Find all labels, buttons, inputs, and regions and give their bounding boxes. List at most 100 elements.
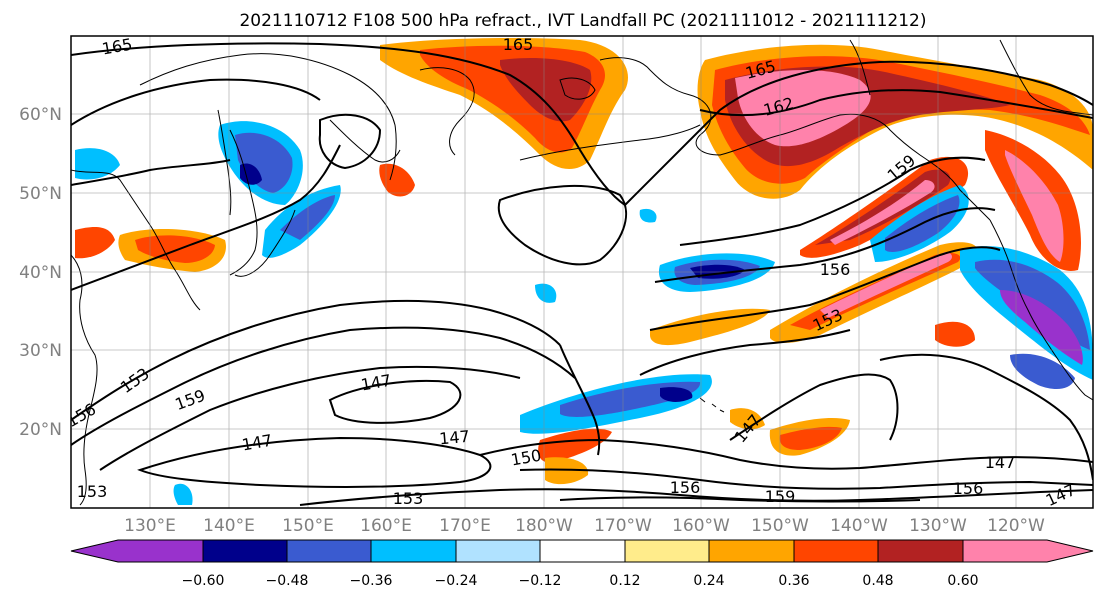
contour-147-low [137,436,492,488]
shade-subtrop-2 [538,428,612,463]
lat-tick-label: 40°N [19,263,62,283]
contour-label: 147 [985,453,1016,472]
colorbar-segment [625,540,709,562]
shade-pnw-2 [1005,150,1064,262]
lat-tick-labels: 60°N 50°N 40°N 30°N 20°N [19,105,62,440]
lat-tick-label: 60°N [19,105,62,125]
colorbar-tick-label: −0.60 [182,573,225,589]
contour-west-2 [71,144,341,291]
lon-tick-label: 150°W [751,516,809,536]
lon-tick-label: 140°E [203,516,255,536]
contour-147-closed [328,379,462,424]
contour-label: 147 [438,427,470,449]
contour-west-3 [71,78,321,126]
colorbar-segment [71,540,203,562]
colorbar-segment [371,540,456,562]
colorbar-tick-label: −0.36 [350,573,393,589]
colorbar-tick-label: 0.12 [609,573,640,589]
contour-153-south [299,488,1093,506]
contour-label: 165 [503,35,534,54]
shade-west-blue-2 [235,132,293,193]
contour-147-east [879,353,1093,481]
gridlines [71,36,1093,508]
contour-lines [71,42,1093,506]
shade-gulf-alaska-4 [735,70,871,147]
shade-small-blue-2 [639,208,657,223]
colorbar-tick-label: −0.12 [519,573,562,589]
colorbar-segment [540,540,625,562]
lon-tick-label: 120°W [987,516,1045,536]
contour-153-band [649,246,1001,331]
contour-label: 165 [100,35,133,59]
lon-tick-label: 160°E [360,516,412,536]
contour-156-ne [654,207,996,283]
contour-closed-2 [318,113,382,170]
coast-aleutians [519,124,701,161]
lon-tick-labels: 130°E 140°E 150°E 160°E 170°E 180°W 170°… [124,516,1045,536]
colorbar-segment [203,540,287,562]
contour-closed-1 [497,184,628,266]
contour-center-1 [559,344,601,456]
coast-chukotka [419,67,475,156]
colorbar-ticks: −0.60 −0.48 −0.36 −0.24 −0.12 0.12 0.24 … [182,573,979,589]
colorbar-segment [709,540,794,562]
shade-subtrop-blue-3 [660,387,693,402]
colorbar-tick-label: 0.60 [947,573,978,589]
coast-okhotsk [139,53,397,181]
shade-bc [935,321,975,347]
colorbar-segment [287,540,371,562]
lat-tick-label: 30°N [19,341,62,361]
contour-label: 156 [820,260,851,279]
contour-label: 159 [765,487,796,506]
shade-japan [75,227,115,259]
lon-tick-label: 170°W [594,516,652,536]
contour-west-1 [71,159,231,186]
contour-sub-2 [71,326,576,446]
contour-147-sub-east [729,373,899,441]
contour-159-ne [679,156,986,246]
contour-center-2 [639,329,851,376]
contour-150 [479,438,1093,470]
shade-sw-blue [1010,353,1075,390]
colorbar-outline [70,539,1094,563]
contour-162 [699,89,1093,119]
contour-165-north [71,42,626,206]
colorbar-segment [963,540,1093,562]
lon-tick-label: 130°W [909,516,967,536]
shade-subtrop-1 [650,308,770,346]
coast-nw-land [849,39,1093,116]
contour-label: 156 [670,478,701,497]
colorbar-tick-label: 0.24 [693,573,724,589]
colorbar-tick-label: 0.48 [862,573,893,589]
shade-ca-purple [1000,290,1083,365]
negative-shading [75,121,1093,505]
lon-tick-label: 130°E [124,516,176,536]
contour-156-south [519,468,1093,490]
shade-subtrop-3 [545,457,589,485]
shade-bering-3 [500,58,592,122]
colorbar-segment [878,540,963,562]
lon-tick-label: 180°W [515,516,573,536]
shade-band-2c [820,252,952,318]
colorbar: −0.60 −0.48 −0.36 −0.24 −0.12 0.12 0.24 … [70,539,1094,589]
lat-tick-label: 20°N [19,420,62,440]
lon-tick-label: 150°E [282,516,334,536]
lon-tick-label: 160°W [672,516,730,536]
colorbar-segment [456,540,540,562]
shade-japan-blue-2 [280,195,335,240]
shade-hawaii [730,408,765,430]
lon-tick-label: 140°W [830,516,888,536]
coast-na-west [989,219,1093,401]
shade-west-blue-3 [240,163,262,185]
contour-sub-3 [99,365,521,471]
shade-small-blue-3 [173,483,193,505]
lon-tick-label: 170°E [439,516,491,536]
contour-159-south [559,496,921,503]
contour-label: 153 [77,482,108,501]
coast-sakhalin [217,109,232,216]
map-frame [70,35,1094,509]
colorbar-tick-label: −0.24 [435,573,478,589]
coast-bering-is [559,77,596,100]
coast-kamchatka [329,119,401,163]
shade-ne-band-3 [830,180,935,245]
